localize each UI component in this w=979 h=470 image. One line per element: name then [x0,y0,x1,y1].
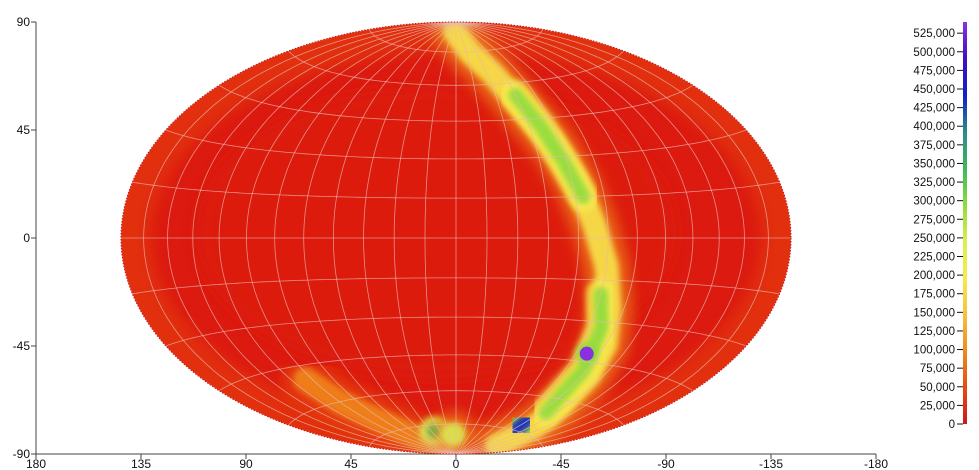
y-tick-label: 45 [17,123,31,137]
parallel-line [132,181,780,199]
y-tick-label: 90 [17,15,31,29]
x-tick-label: 45 [344,457,358,470]
colorbar-tick-label: 200,000 [913,270,955,282]
x-tick-label: 135 [131,457,151,470]
parallel-line [165,316,747,347]
colorbar-tick-label: 350,000 [913,158,955,170]
map-outline [120,21,792,455]
colorbar-tick-label: 125,000 [913,326,955,338]
x-tick-label: -135 [759,457,783,470]
colorbar-tick-label: 525,000 [913,28,955,40]
parallel-line [368,423,544,447]
colorbar-tick-label: 0 [949,419,955,431]
parallel-line [218,354,694,392]
parallel-line [218,84,694,122]
colorbar-strip [963,22,967,424]
parallel-line [368,29,544,53]
x-tick-label: 0 [453,457,460,470]
colorbar-tick-label: 475,000 [913,65,955,77]
y-tick-label: -45 [13,339,31,353]
x-axis-ticks: 180 135 90 45 0 -45 -90 -135 -180 [26,454,888,470]
colorbar-ticks: 525,000 500,000 475,000 450,000 425,000 400,0… [913,28,963,431]
colorbar-tick-label: 275,000 [913,214,955,226]
colorbar-tick-label: 375,000 [913,140,955,152]
y-tick-label: -90 [13,447,31,461]
x-tick-label: -180 [864,457,888,470]
peak-region [579,346,594,361]
density-features [121,22,791,454]
colorbar-tick-label: 175,000 [913,289,955,301]
colorbar-tick-label: 25,000 [920,400,955,412]
parallel-line [288,50,624,86]
colorbar: 525,000 500,000 475,000 450,000 425,000 400,0… [913,22,967,431]
parallel-line [288,390,624,426]
graticule [121,22,791,454]
colorbar-tick-label: 250,000 [913,233,955,245]
colorbar-tick-label: 150,000 [913,307,955,319]
x-tick-label: -45 [552,457,570,470]
x-tick-label: -90 [657,457,675,470]
colorbar-tick-label: 500,000 [913,47,955,59]
colorbar-tick-label: 50,000 [920,382,955,394]
parallel-line [165,129,747,160]
band-core-north [508,88,591,204]
y-tick-label: 0 [23,231,30,245]
colorbar-tick-label: 100,000 [913,345,955,357]
faint-spot [441,422,466,447]
colorbar-tick-label: 450,000 [913,84,955,96]
colorbar-tick-label: 325,000 [913,177,955,189]
colorbar-tick-label: 300,000 [913,196,955,208]
y-axis-ticks: 90 45 0 -45 -90 [13,15,36,461]
sky-map [121,22,791,454]
colorbar-tick-label: 225,000 [913,252,955,264]
colorbar-tick-label: 400,000 [913,121,955,133]
parallel-line [132,277,780,295]
x-tick-label: 90 [239,457,253,470]
colorbar-tick-label: 75,000 [920,363,955,375]
x-tick-label: 180 [26,457,46,470]
colorbar-tick-label: 425,000 [913,103,955,115]
